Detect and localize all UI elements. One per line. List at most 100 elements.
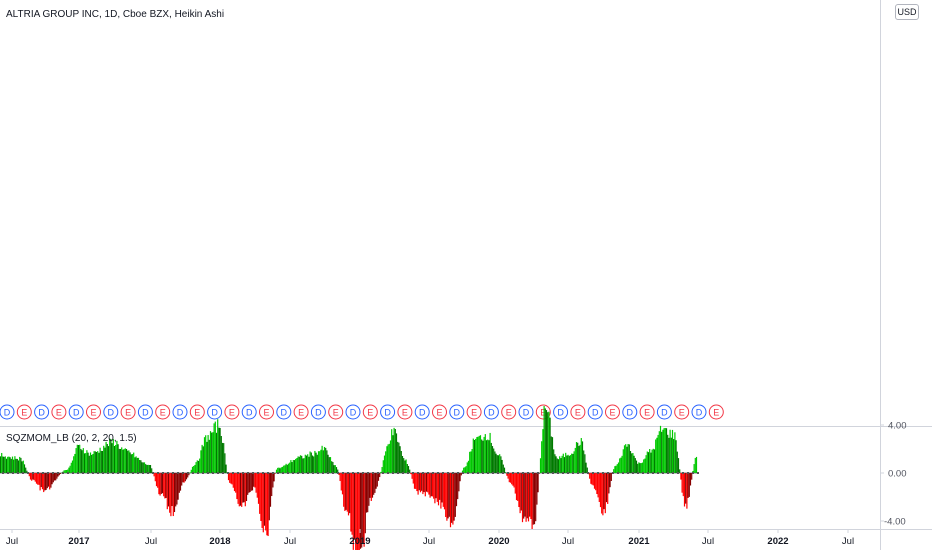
- momentum-bar: [333, 465, 335, 473]
- momentum-bar: [194, 464, 196, 473]
- momentum-bar: [103, 445, 105, 473]
- momentum-bar: [112, 438, 114, 473]
- momentum-bar: [94, 451, 96, 473]
- momentum-bar: [212, 432, 214, 473]
- momentum-bar: [82, 448, 84, 473]
- momentum-bar: [695, 456, 698, 473]
- momentum-bar: [454, 473, 456, 517]
- momentum-bar: [63, 470, 65, 473]
- event-letter: D: [592, 408, 599, 418]
- momentum-bar: [487, 439, 489, 473]
- squeeze-dot: [307, 472, 309, 474]
- momentum-bar: [305, 455, 308, 473]
- momentum-bar: [329, 457, 332, 473]
- momentum-bar: [293, 460, 296, 473]
- momentum-bar: [595, 473, 597, 491]
- momentum-bar: [286, 464, 288, 473]
- momentum-bar: [425, 473, 428, 492]
- momentum-bar: [280, 467, 282, 473]
- momentum-bar: [271, 473, 273, 497]
- momentum-bar: [609, 473, 611, 488]
- momentum-bar: [331, 461, 333, 473]
- momentum-bar: [693, 464, 695, 473]
- momentum-bar: [13, 459, 15, 473]
- momentum-bar: [559, 456, 561, 473]
- squeeze-dot: [322, 472, 324, 474]
- squeeze-dot: [87, 472, 89, 474]
- momentum-bar: [572, 453, 574, 473]
- momentum-bar: [677, 458, 680, 473]
- squeeze-dot: [347, 472, 349, 474]
- momentum-tick-label: 4.00: [888, 421, 907, 432]
- momentum-bar: [389, 440, 392, 473]
- squeeze-dot: [62, 472, 64, 474]
- momentum-bar: [512, 473, 514, 486]
- momentum-bar: [297, 456, 299, 473]
- momentum-bar: [101, 450, 104, 473]
- dividend-icon: [414, 404, 430, 420]
- momentum-bar: [428, 473, 430, 495]
- momentum-bar: [491, 446, 494, 473]
- momentum-bar: [187, 473, 189, 478]
- event-letter: D: [142, 408, 149, 418]
- earnings-icon: [674, 404, 690, 420]
- momentum-bar: [604, 473, 606, 514]
- momentum-bar: [279, 468, 281, 473]
- squeeze-dot: [172, 472, 174, 474]
- momentum-bar: [41, 473, 44, 490]
- momentum-bar: [260, 473, 262, 522]
- momentum-bar: [139, 459, 141, 473]
- momentum-bar: [602, 473, 604, 516]
- squeeze-dot: [462, 472, 464, 474]
- momentum-bar: [206, 441, 208, 473]
- earnings-icon: [51, 404, 67, 420]
- momentum-bar: [248, 473, 250, 493]
- momentum-bar: [230, 473, 232, 484]
- event-letter: D: [281, 408, 288, 418]
- momentum-bar: [616, 464, 618, 473]
- momentum-bar: [171, 473, 173, 507]
- momentum-bar: [692, 470, 694, 473]
- squeeze-dot: [262, 472, 264, 474]
- squeeze-dot: [562, 472, 564, 474]
- momentum-bar: [655, 439, 657, 473]
- squeeze-dot: [602, 472, 604, 474]
- momentum-bar: [50, 473, 52, 488]
- momentum-bar: [622, 449, 624, 473]
- momentum-bar: [296, 458, 298, 473]
- momentum-bar: [484, 434, 486, 473]
- momentum-bar: [170, 473, 172, 517]
- momentum-bar: [383, 455, 386, 473]
- momentum-bar: [357, 473, 359, 550]
- squeeze-dot: [412, 472, 414, 474]
- squeeze-dot: [517, 472, 519, 474]
- momentum-bar: [122, 449, 124, 473]
- momentum-bar: [250, 473, 252, 491]
- momentum-bar: [95, 452, 98, 473]
- momentum-bar: [393, 427, 395, 473]
- currency-button[interactable]: USD: [895, 4, 919, 20]
- event-letter: E: [21, 408, 27, 418]
- momentum-bar: [1, 452, 3, 473]
- momentum-bar: [199, 458, 201, 473]
- momentum-bar: [501, 459, 503, 473]
- momentum-bar: [535, 473, 537, 522]
- squeeze-dot: [107, 472, 109, 474]
- momentum-bar: [302, 458, 304, 473]
- momentum-bar: [538, 473, 540, 474]
- squeeze-dot: [482, 472, 484, 474]
- momentum-bar: [344, 473, 346, 512]
- momentum-bar: [141, 462, 143, 473]
- momentum-bar: [85, 453, 87, 473]
- squeeze-dot: [417, 472, 419, 474]
- event-letter: E: [644, 408, 650, 418]
- squeeze-dot: [342, 472, 344, 474]
- momentum-bar: [580, 438, 582, 473]
- momentum-bar: [35, 473, 38, 484]
- momentum-bar: [549, 417, 551, 473]
- momentum-bar: [136, 457, 138, 473]
- momentum-bar: [237, 473, 239, 504]
- squeeze-dot: [637, 472, 639, 474]
- squeeze-dot: [397, 472, 399, 474]
